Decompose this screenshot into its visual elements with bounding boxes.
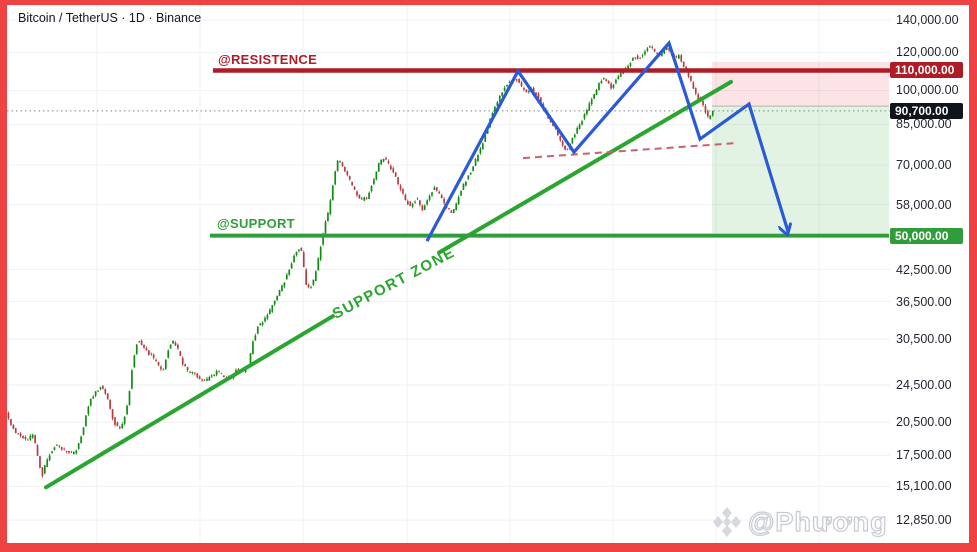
axis-tick-label: 12,850.00 bbox=[896, 513, 952, 528]
resistance-line-label: @RESISTENCE bbox=[218, 52, 318, 67]
axis-tick-label: 70,000.00 bbox=[896, 158, 952, 173]
axis-tick-label: 36,500.00 bbox=[896, 294, 952, 309]
support-line-label: @SUPPORT bbox=[217, 216, 295, 231]
drawings-layer bbox=[44, 39, 890, 490]
price-chart-canvas[interactable] bbox=[7, 5, 890, 543]
symbol-title[interactable]: Bitcoin / TetherUS · 1D · Binance bbox=[18, 11, 202, 25]
chart-surface: Bitcoin / TetherUS · 1D · Binance @RESIS… bbox=[7, 5, 969, 543]
forecast-zones bbox=[712, 61, 889, 234]
support-price-box: 50,000.00 bbox=[890, 227, 963, 244]
forecast-arrow bbox=[425, 39, 788, 242]
gridlines bbox=[7, 5, 890, 543]
candles-layer bbox=[7, 44, 714, 478]
price-axis[interactable]: 140,000.00 120,000.00 100,000.00 85,000.00 7… bbox=[890, 5, 969, 543]
axis-tick-label: 140,000.00 bbox=[896, 13, 959, 27]
axis-tick-label: 17,500.00 bbox=[896, 448, 952, 463]
axis-tick-label: 15,100.00 bbox=[896, 479, 952, 494]
axis-tick-label: 30,500.00 bbox=[896, 332, 952, 347]
axis-tick-label: 42,500.00 bbox=[896, 262, 952, 277]
axis-tick-label: 58,000.00 bbox=[896, 197, 952, 212]
axis-tick-label: 20,500.00 bbox=[896, 415, 952, 430]
resistance-price-box: 110,000.00 bbox=[890, 62, 963, 79]
axis-tick-label: 85,000.00 bbox=[896, 117, 952, 132]
axis-tick-label: 120,000.00 bbox=[896, 45, 959, 60]
axis-tick-label: 24,500.00 bbox=[896, 377, 952, 392]
axis-tick-label: 100,000.00 bbox=[896, 83, 959, 98]
target-zone bbox=[712, 106, 889, 234]
last-price-box: 90,700.00 bbox=[890, 102, 963, 119]
